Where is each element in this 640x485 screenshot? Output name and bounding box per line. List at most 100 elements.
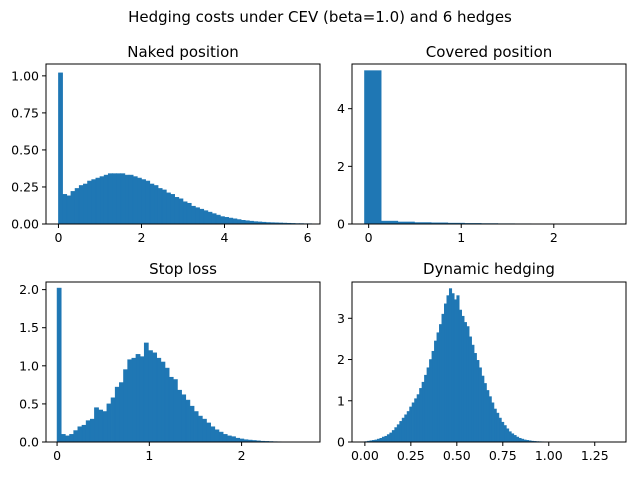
x-tick-label: 2	[238, 448, 246, 463]
histogram-bar	[71, 191, 75, 224]
histogram-bar	[216, 215, 220, 224]
histogram-bar	[158, 188, 162, 224]
histogram-bar	[447, 296, 449, 442]
histogram-bar	[154, 185, 158, 224]
y-tick-label: 1.0	[19, 358, 39, 373]
y-tick-label: 0.0	[19, 435, 39, 450]
histogram-bar	[417, 395, 419, 442]
histogram-bar	[380, 438, 382, 442]
histogram-bar	[150, 184, 154, 224]
histogram-bar	[67, 196, 71, 224]
x-tick-label: 6	[304, 230, 312, 245]
histogram-bar	[75, 188, 79, 224]
histogram-bar	[220, 217, 224, 224]
histogram-bar	[462, 316, 464, 442]
x-tick-label: 1.25	[581, 448, 609, 463]
histogram-bar	[429, 360, 431, 442]
subplot-title: Dynamic hedging	[423, 260, 555, 278]
histogram-bar	[108, 174, 112, 224]
histogram-bar	[94, 408, 98, 442]
histogram-bar	[509, 432, 511, 442]
y-tick-label: 0	[337, 435, 345, 450]
y-tick-label: 3	[337, 311, 345, 326]
histogram-bar	[385, 436, 387, 442]
histogram-bar	[173, 380, 177, 442]
histogram-bar	[86, 421, 90, 442]
histogram-bar	[432, 351, 434, 442]
histogram-bar	[365, 71, 382, 224]
histogram-bar	[491, 403, 493, 442]
x-tick-label: 0	[54, 230, 62, 245]
histogram-bar	[397, 425, 399, 442]
histogram-bar	[434, 341, 436, 442]
histogram-bar	[516, 437, 518, 442]
histogram-bar	[186, 400, 190, 442]
histogram-bar	[119, 383, 123, 442]
y-tick-label: 2.0	[19, 282, 39, 297]
histogram-bar	[123, 370, 127, 442]
histogram-bar	[212, 214, 216, 224]
histogram-bar	[469, 337, 471, 442]
histogram-bar	[137, 178, 141, 224]
histogram-bar	[195, 208, 199, 224]
histogram-bar	[141, 180, 145, 224]
axes-frame	[352, 64, 626, 224]
y-tick-label: 4	[337, 101, 345, 116]
histogram-bar	[457, 296, 459, 442]
x-tick-label: 1	[457, 230, 465, 245]
histogram-bar	[506, 429, 508, 442]
histogram-bar	[140, 357, 144, 442]
histogram-bar	[169, 377, 173, 442]
histogram-bar	[514, 435, 516, 442]
histogram-bar	[179, 199, 183, 224]
histogram-bar	[90, 419, 94, 442]
histogram-bar	[482, 376, 484, 442]
histogram-bar	[99, 410, 103, 442]
histogram-bar	[392, 430, 394, 442]
histogram-bar	[215, 430, 219, 442]
histogram-bar	[194, 412, 198, 442]
histogram-bar	[202, 419, 206, 442]
histogram-bar	[96, 178, 100, 224]
histogram-bar	[511, 434, 513, 442]
histogram-bar	[207, 423, 211, 442]
x-tick-label: 0	[53, 448, 61, 463]
histogram-bar	[501, 422, 503, 442]
histogram-bar	[187, 203, 191, 224]
histogram-bar	[61, 434, 65, 442]
histogram-bar	[395, 428, 397, 442]
histogram-bar	[219, 432, 223, 442]
histogram-bar	[405, 415, 407, 442]
histogram-bar	[83, 184, 87, 224]
y-tick-label: 0.00	[11, 217, 39, 232]
histogram-bar	[177, 390, 181, 442]
histogram-bar	[162, 190, 166, 224]
histogram-bar	[229, 218, 233, 224]
histogram-bar	[63, 194, 67, 224]
histogram-bar	[390, 433, 392, 442]
x-tick-label: 2	[550, 230, 558, 245]
histogram-bar	[115, 387, 119, 442]
histogram-bar	[58, 73, 62, 224]
histogram-bar	[166, 193, 170, 224]
histogram-bar	[227, 436, 231, 442]
histogram-bar	[171, 194, 175, 224]
histogram-bar	[454, 300, 456, 442]
histogram-bar	[472, 345, 474, 442]
histogram-bar	[402, 418, 404, 442]
histogram-bar	[442, 314, 444, 442]
histogram-bar	[200, 209, 204, 224]
histogram-bar	[407, 411, 409, 442]
histogram-bar	[92, 180, 96, 224]
histogram-bar	[231, 437, 235, 442]
histogram-bar	[198, 416, 202, 442]
x-tick-label: 2	[138, 230, 146, 245]
histogram-bar	[183, 202, 187, 224]
histogram-bar	[427, 368, 429, 442]
x-tick-label: 0.25	[397, 448, 425, 463]
histogram-bar	[57, 288, 61, 442]
histogram-bar	[111, 398, 115, 442]
